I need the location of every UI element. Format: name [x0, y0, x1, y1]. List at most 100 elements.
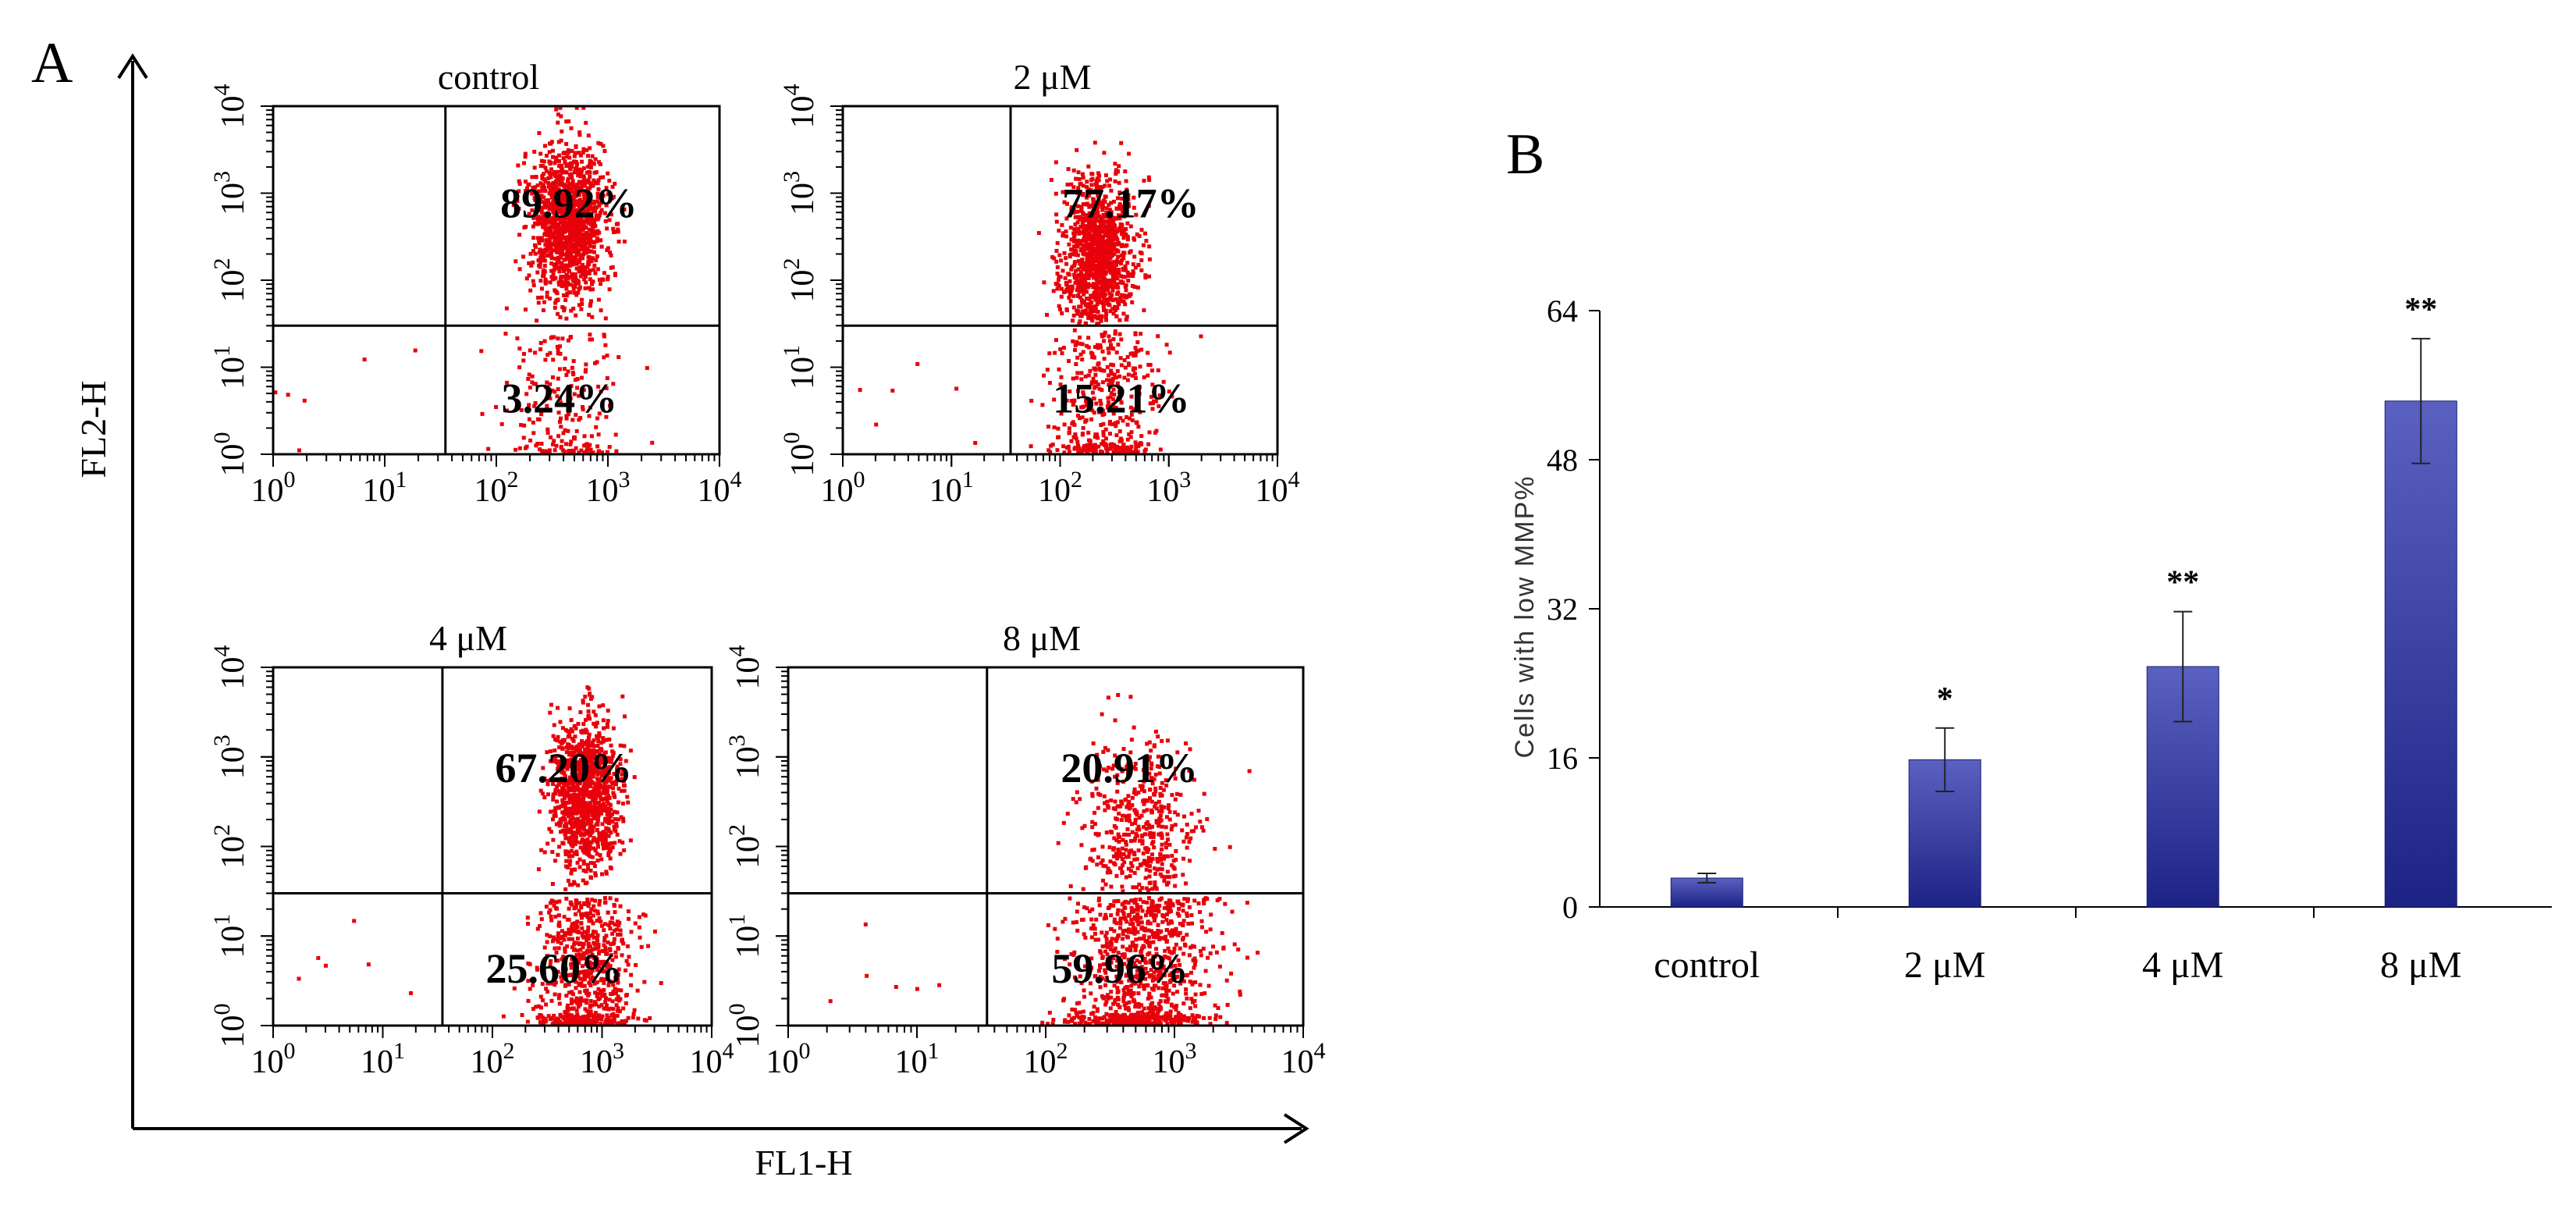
scatter-point: [528, 987, 532, 991]
scatter-point: [1128, 224, 1133, 229]
scatter-point: [592, 795, 596, 799]
scatter-point: [580, 802, 584, 807]
scatter-point: [550, 276, 555, 280]
scatter-point: [553, 806, 558, 810]
scatter-point: [1036, 231, 1041, 235]
scatter-point: [584, 880, 589, 885]
scatter-point: [1135, 450, 1140, 454]
scatter-point: [915, 361, 920, 366]
scatter-point: [557, 845, 562, 849]
scatter-point: [1085, 201, 1089, 206]
scatter-point: [1055, 240, 1060, 245]
scatter-point: [1061, 444, 1066, 449]
scatter-point: [581, 998, 584, 1003]
scatter-point: [600, 797, 605, 802]
scatter-point: [542, 201, 547, 206]
scatter-point: [1076, 450, 1081, 455]
scatter-point: [586, 743, 591, 748]
scatter-point: [578, 232, 583, 236]
scatter-point: [1071, 376, 1075, 381]
scatter-point: [568, 781, 573, 786]
scatter-point: [574, 199, 578, 204]
scatter-point: [1095, 282, 1099, 286]
scatter-point: [580, 931, 584, 936]
scatter-point: [612, 1019, 616, 1024]
scatter-point: [1055, 272, 1060, 276]
scatter-point: [609, 253, 613, 258]
scatter-point: [558, 792, 562, 797]
scatter-point: [1070, 252, 1075, 257]
scatter-point: [539, 412, 544, 417]
scatter-point: [1133, 353, 1138, 357]
scatter-point: [1094, 401, 1099, 406]
scatter-point: [1066, 167, 1071, 172]
scatter-point: [536, 295, 541, 300]
scatter-point: [591, 279, 595, 284]
scatter-point: [628, 749, 633, 753]
scatter-point: [1103, 436, 1108, 441]
scatter-point: [1093, 314, 1097, 318]
scatter-point: [1115, 229, 1120, 234]
scatter-point: [1108, 443, 1113, 447]
scatter-point: [557, 745, 562, 749]
scatter-point: [593, 947, 598, 951]
scatter-point: [1087, 265, 1092, 269]
scatter-point: [577, 865, 582, 869]
scatter-point: [523, 155, 528, 159]
scatter-point: [566, 814, 570, 819]
scatter-point: [602, 834, 607, 839]
scatter-point: [570, 208, 574, 213]
scatter-point: [558, 823, 562, 828]
scatter-point: [571, 283, 576, 288]
scatter-point: [1068, 290, 1073, 294]
scatter-point: [576, 251, 581, 255]
scatter-point: [525, 186, 529, 190]
scatter-point: [1092, 445, 1096, 450]
scatter-point: [559, 830, 563, 834]
scatter-point: [553, 859, 557, 863]
scatter-point: [620, 207, 624, 212]
scatter-point: [549, 172, 554, 176]
scatter-point: [1086, 345, 1091, 350]
scatter-point: [569, 126, 574, 130]
scatter-point: [517, 365, 522, 370]
scatter-point: [1080, 172, 1085, 176]
scatter-point: [567, 172, 572, 177]
scatter-point: [530, 175, 535, 180]
scatter-point: [543, 165, 548, 170]
scatter-point: [609, 866, 613, 871]
scatter-point: [1109, 382, 1114, 386]
scatter-point: [1074, 268, 1078, 273]
x-tick-label: 103: [586, 467, 631, 509]
scatter-point: [1092, 293, 1096, 298]
scatter-point: [539, 1013, 543, 1018]
scatter-point: [558, 344, 562, 349]
scatter-point: [560, 767, 565, 772]
scatter-point: [1114, 262, 1119, 267]
scatter-point: [621, 1021, 626, 1026]
scatter-point: [577, 775, 582, 780]
scatter-point: [1117, 374, 1122, 379]
scatter-point: [609, 916, 614, 920]
scatter-point: [1096, 250, 1101, 254]
scatter-point: [606, 719, 610, 724]
scatter-point: [581, 233, 585, 238]
scatter-point: [593, 990, 598, 995]
scatter-point: [1129, 394, 1134, 399]
scatter-point: [1114, 314, 1119, 318]
scatter-point: [1065, 183, 1070, 187]
scatter-point: [517, 189, 521, 194]
scatter-point: [531, 260, 535, 265]
scatter-point: [604, 1006, 609, 1011]
scatter-point: [1078, 319, 1082, 324]
scatter-point: [612, 937, 616, 941]
scatter-point: [613, 809, 617, 814]
scatter-point: [1124, 450, 1128, 455]
scatter-point: [581, 810, 584, 815]
scatter-point: [1114, 216, 1119, 221]
scatter-point: [565, 241, 570, 246]
scatter-point: [597, 902, 602, 907]
scatter-point: [567, 155, 572, 160]
scatter-point: [541, 164, 545, 169]
scatter-point: [545, 290, 549, 295]
